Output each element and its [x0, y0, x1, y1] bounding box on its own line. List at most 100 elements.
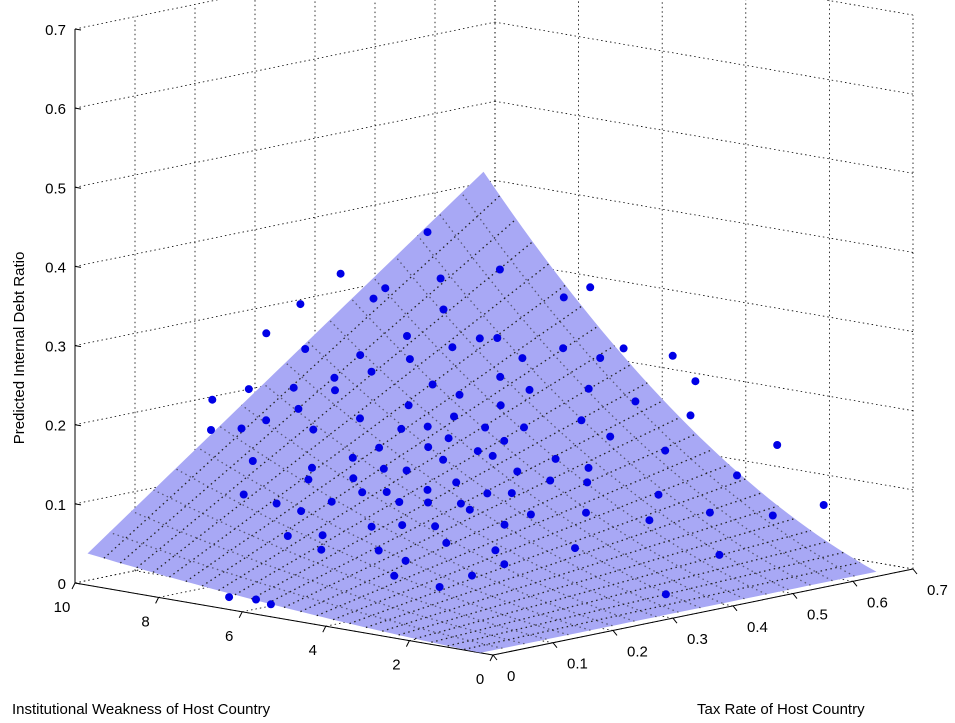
data-point: [705, 508, 714, 517]
data-point: [435, 583, 444, 591]
data-point: [330, 373, 339, 382]
data-point: [401, 556, 410, 565]
data-point: [207, 426, 215, 434]
z-tick-label: 0.3: [45, 339, 66, 356]
x-tick-label: 0: [507, 668, 515, 685]
data-point: [582, 508, 590, 517]
data-point: [244, 385, 253, 394]
data-point: [483, 489, 492, 498]
wall-grid-line: [494, 259, 914, 332]
z-tick-mark: [74, 345, 82, 348]
data-point: [455, 390, 464, 399]
z-tick-label: 0.2: [45, 418, 66, 435]
data-point: [513, 467, 522, 476]
surface-mesh-line: [197, 446, 591, 631]
data-point: [398, 521, 407, 530]
data-point: [296, 300, 305, 309]
data-point: [551, 454, 560, 463]
y-tick-mark: [71, 582, 76, 590]
data-point: [356, 414, 364, 423]
data-point: [584, 384, 593, 393]
data-point: [500, 520, 509, 529]
y-tick-mark: [489, 654, 494, 662]
data-point: [424, 443, 433, 452]
data-point: [304, 475, 313, 484]
y-tick-mark: [322, 625, 327, 633]
data-point: [488, 451, 497, 460]
data-point: [645, 516, 654, 525]
x-tick-label: 0.3: [687, 631, 708, 648]
data-point: [356, 351, 365, 360]
y-tick-label: 4: [309, 642, 317, 659]
data-point: [349, 474, 358, 483]
data-point: [586, 283, 595, 292]
x-axis-label: Tax Rate of Host Country: [697, 701, 865, 718]
surface-patch: [87, 171, 877, 653]
x-tick-mark: [732, 605, 738, 612]
surface-mesh-line: [267, 399, 664, 604]
data-point: [294, 404, 303, 413]
y-tick-label: 10: [54, 599, 71, 616]
data-point: [773, 441, 782, 449]
data-point: [450, 412, 458, 421]
data-point: [308, 463, 316, 472]
surface-mesh-line: [395, 256, 789, 591]
surface-mesh-line: [332, 463, 730, 621]
data-point: [495, 265, 504, 274]
x-tick-mark: [552, 642, 558, 649]
wall-grid-line: [74, 100, 496, 188]
data-point: [559, 293, 568, 302]
surface-mesh-line: [241, 404, 635, 622]
surface-mesh-line: [416, 234, 811, 586]
data-point: [301, 345, 310, 353]
data-point: [423, 485, 432, 494]
data-point: [397, 424, 406, 433]
x-tick-mark: [912, 568, 918, 575]
data-point: [491, 546, 500, 555]
data-point: [390, 571, 399, 580]
data-point: [336, 269, 345, 278]
x-tick-label: 0.5: [807, 607, 828, 624]
x-tick-mark: [612, 630, 618, 636]
data-point: [525, 385, 534, 394]
z-tick-mark: [74, 107, 82, 110]
y-tick-mark: [405, 640, 410, 647]
data-point: [500, 436, 509, 445]
data-point: [428, 380, 437, 389]
data-point: [374, 546, 383, 555]
data-point: [358, 488, 367, 497]
data-point: [283, 532, 292, 540]
axes-layer: [71, 28, 918, 662]
x-axis-line: [492, 568, 914, 656]
z-tick-label: 0.5: [45, 180, 66, 197]
data-point: [379, 464, 388, 473]
surface-layer: [87, 171, 877, 653]
data-point: [468, 571, 476, 580]
z-tick-mark: [74, 582, 82, 585]
data-point: [262, 329, 271, 338]
data-point: [577, 416, 586, 425]
data-point: [327, 497, 336, 506]
points-layer: [207, 228, 828, 609]
x-tick-label: 0.2: [627, 643, 648, 660]
data-point: [375, 443, 384, 452]
data-point: [369, 294, 378, 303]
data-point: [768, 511, 777, 520]
data-point: [289, 383, 298, 392]
data-point: [436, 274, 445, 283]
data-point: [507, 489, 516, 498]
wall-grid-line: [823, 0, 914, 16]
y-tick-mark: [155, 597, 160, 604]
data-point: [382, 488, 391, 496]
z-tick-mark: [74, 503, 82, 506]
data-point: [518, 354, 527, 363]
data-point: [661, 446, 670, 455]
data-point: [423, 422, 432, 431]
z-tick-label: 0.4: [45, 259, 66, 276]
data-point: [405, 355, 414, 364]
surface-mesh-line: [373, 277, 767, 595]
data-point: [237, 424, 246, 433]
surface-mesh-line: [398, 517, 795, 636]
data-point: [559, 344, 568, 353]
